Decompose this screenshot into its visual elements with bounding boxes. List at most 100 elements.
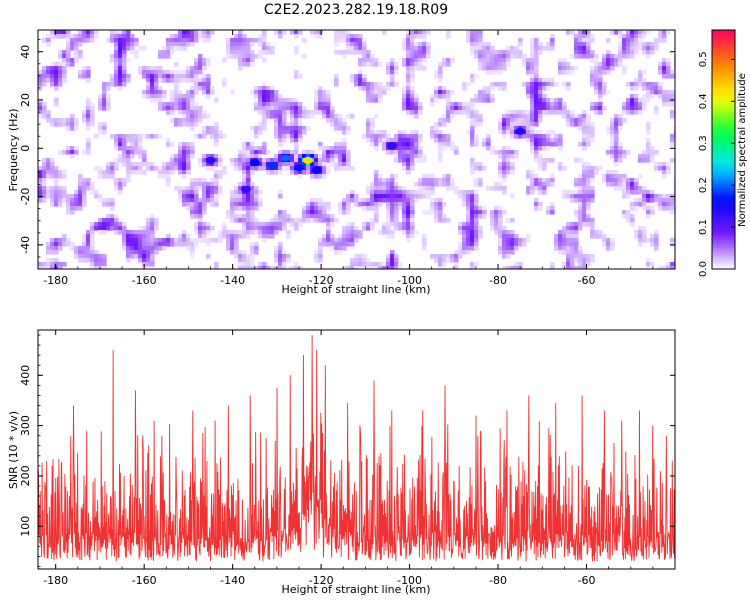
heatmap-cell [182, 106, 187, 111]
heatmap-cell [90, 250, 95, 255]
heatmap-cell [278, 166, 283, 171]
heatmap-cell [422, 182, 427, 187]
heatmap-cell [382, 226, 387, 231]
heatmap-cell [574, 122, 579, 127]
heatmap-cell [474, 230, 479, 235]
heatmap-cell [578, 206, 583, 211]
heatmap-cell [554, 82, 559, 87]
heatmap-cell [230, 246, 235, 251]
heatmap-cell [150, 258, 155, 263]
heatmap-cell [198, 58, 203, 63]
heatmap-cell [70, 46, 75, 51]
heatmap-cell [398, 262, 403, 267]
heatmap-cell [478, 38, 483, 43]
heatmap-cell [162, 242, 167, 247]
heatmap-cell [342, 230, 347, 235]
heatmap-cell [378, 262, 383, 267]
heatmap-cell [90, 186, 95, 191]
heatmap-cell [438, 150, 443, 155]
heatmap-cell [338, 250, 343, 255]
heatmap-cell [162, 94, 167, 99]
heatmap-cell [418, 42, 423, 47]
heatmap-cell [654, 166, 659, 171]
heatmap-cell [438, 70, 443, 75]
heatmap-cell [582, 266, 587, 269]
heatmap-cell [430, 130, 435, 135]
heatmap-cell [346, 154, 351, 159]
heatmap-cell [286, 130, 291, 135]
heatmap-cell [42, 110, 47, 115]
heatmap-cell [426, 30, 431, 35]
heatmap-cell [538, 182, 543, 187]
heatmap-cell [610, 242, 615, 247]
heatmap-cell [90, 118, 95, 123]
heatmap-cell [330, 162, 335, 167]
heatmap-cell [598, 66, 603, 71]
heatmap-cell [46, 34, 51, 39]
heatmap-cell [278, 126, 283, 131]
heatmap-cell [354, 82, 359, 87]
heatmap-cell [178, 30, 183, 35]
heatmap-cell [450, 142, 455, 147]
heatmap-cell [578, 178, 583, 183]
heatmap-cell [434, 198, 439, 203]
heatmap-cell [550, 182, 555, 187]
heatmap-cell [378, 198, 383, 203]
heatmap-cell [394, 202, 399, 207]
heatmap-cell [130, 150, 135, 155]
heatmap-cell [158, 170, 163, 175]
heatmap-cell [490, 218, 495, 223]
heatmap-cell [410, 90, 415, 95]
heatmap-cell [198, 158, 203, 163]
heatmap-cell [414, 54, 419, 59]
heatmap-cell [450, 58, 455, 63]
heatmap-cell [238, 202, 243, 207]
heatmap-cell [530, 102, 535, 107]
heatmap-cell [334, 154, 339, 159]
heatmap-cell [262, 90, 267, 95]
heatmap-cell [590, 126, 595, 131]
heatmap-cell [250, 266, 255, 269]
heatmap-cell [178, 186, 183, 191]
heatmap-cell [62, 186, 67, 191]
heatmap-cell [402, 230, 407, 235]
heatmap-cell [194, 190, 199, 195]
heatmap-cell [286, 126, 291, 131]
heatmap-cell [242, 162, 247, 167]
heatmap-cell [162, 238, 167, 243]
heatmap-cell [554, 138, 559, 143]
heatmap-cell [262, 30, 267, 35]
heatmap-cell [170, 102, 175, 107]
heatmap-cell [202, 82, 207, 87]
heatmap-cell [258, 154, 263, 159]
heatmap-cell [294, 170, 299, 175]
heatmap-cell [186, 30, 191, 35]
heatmap-cell [626, 34, 631, 39]
heatmap-cell [250, 62, 255, 67]
heatmap-cell [506, 154, 511, 159]
heatmap-cell [338, 38, 343, 43]
heatmap-cell [626, 98, 631, 103]
heatmap-cell [366, 258, 371, 263]
heatmap-cell [70, 62, 75, 67]
heatmap-cell [582, 146, 587, 151]
heatmap-cell [454, 106, 459, 111]
heatmap-cell [190, 102, 195, 107]
heatmap-cell [106, 106, 111, 111]
heatmap-cell [330, 246, 335, 251]
heatmap-cell [342, 34, 347, 39]
heatmap-cell [274, 154, 279, 159]
heatmap-cell [546, 158, 551, 163]
heatmap-cell [130, 146, 135, 151]
heatmap-cell [618, 114, 623, 119]
heatmap-cell [214, 126, 219, 131]
heatmap-cell [598, 102, 603, 107]
heatmap-cell [490, 210, 495, 215]
heatmap-cell [586, 42, 591, 47]
heatmap-cell [586, 178, 591, 183]
heatmap-cell [46, 262, 51, 267]
heatmap-cell [498, 234, 503, 239]
heatmap-cell [222, 234, 227, 239]
heatmap-cell [294, 126, 299, 131]
heatmap-cell [590, 218, 595, 223]
